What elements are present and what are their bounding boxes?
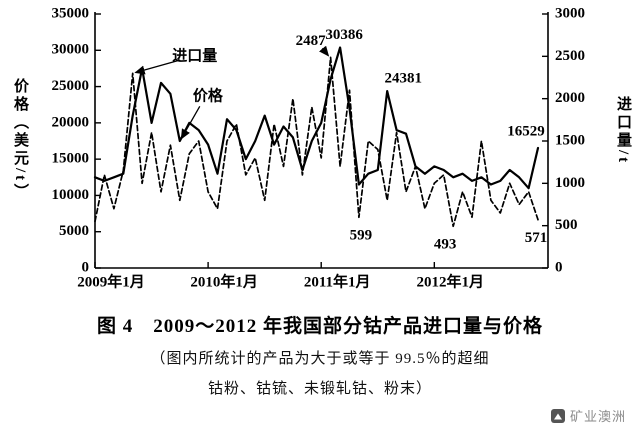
right-axis-title: 进口量/t: [615, 96, 631, 166]
annotation-arrow: [319, 45, 330, 57]
left-tick-label: 5000: [59, 223, 89, 239]
right-tick-label: 3000: [555, 5, 585, 21]
import-line: [94, 56, 539, 228]
annotation-16529: 16529: [507, 123, 545, 139]
watermark-text: 矿业澳洲: [569, 409, 626, 424]
x-tick-label: 2009年1月: [77, 272, 145, 290]
left-tick-label: 35000: [52, 5, 90, 21]
annotation-571: 571: [525, 230, 548, 246]
annotation-2487: 2487: [296, 33, 327, 49]
figure-note-line1: （图内所统计的产品为大于或等于 99.5％的超细: [150, 351, 490, 367]
right-tick-label: 2000: [555, 90, 585, 106]
annotation-arrow: [134, 59, 181, 75]
annotation-进口量: 进口量: [172, 48, 217, 65]
left-tick-label: 15000: [52, 151, 90, 167]
figure-note-line2: 钴粉、钴锍、未锻轧钴、粉末）: [207, 381, 432, 397]
left-tick-label: 25000: [52, 78, 90, 94]
annotation-493: 493: [434, 237, 457, 253]
x-tick-label: 2011年1月: [304, 272, 371, 290]
annotation-24381: 24381: [384, 71, 422, 87]
left-tick-label: 30000: [52, 42, 90, 58]
left-axis-title: 价格（美元/t）: [12, 78, 28, 202]
figure-caption: 图 4 2009～2012 年我国部分钴产品进口量与价格: [96, 316, 543, 337]
left-tick-label: 10000: [52, 187, 90, 203]
right-tick-label: 0: [555, 259, 563, 275]
price-line: [93, 46, 540, 190]
x-tick-label: 2010年1月: [190, 272, 258, 290]
right-tick-label: 1500: [555, 132, 585, 148]
mountain-icon: [550, 408, 565, 423]
right-tick-label: 2500: [555, 48, 585, 64]
x-tick-label: 2012年1月: [417, 272, 485, 290]
left-tick-label: 0: [82, 259, 90, 275]
annotation-30386: 30386: [325, 27, 363, 43]
chart: 0 5000 10000 15000 20000 25000 30000 35000 0 500 1…: [12, 5, 631, 290]
annotation-599: 599: [350, 228, 373, 244]
right-tick-label: 500: [555, 217, 578, 233]
left-tick-label: 20000: [52, 114, 90, 130]
chart-svg: 0 5000 10000 15000 20000 25000 30000 35000 0 500 1…: [52, 5, 586, 290]
annotation-arrow: [180, 105, 201, 140]
right-tick-label: 1000: [555, 175, 585, 191]
annotation-价格: 价格: [193, 86, 224, 104]
watermark: 矿业澳洲: [550, 406, 626, 425]
